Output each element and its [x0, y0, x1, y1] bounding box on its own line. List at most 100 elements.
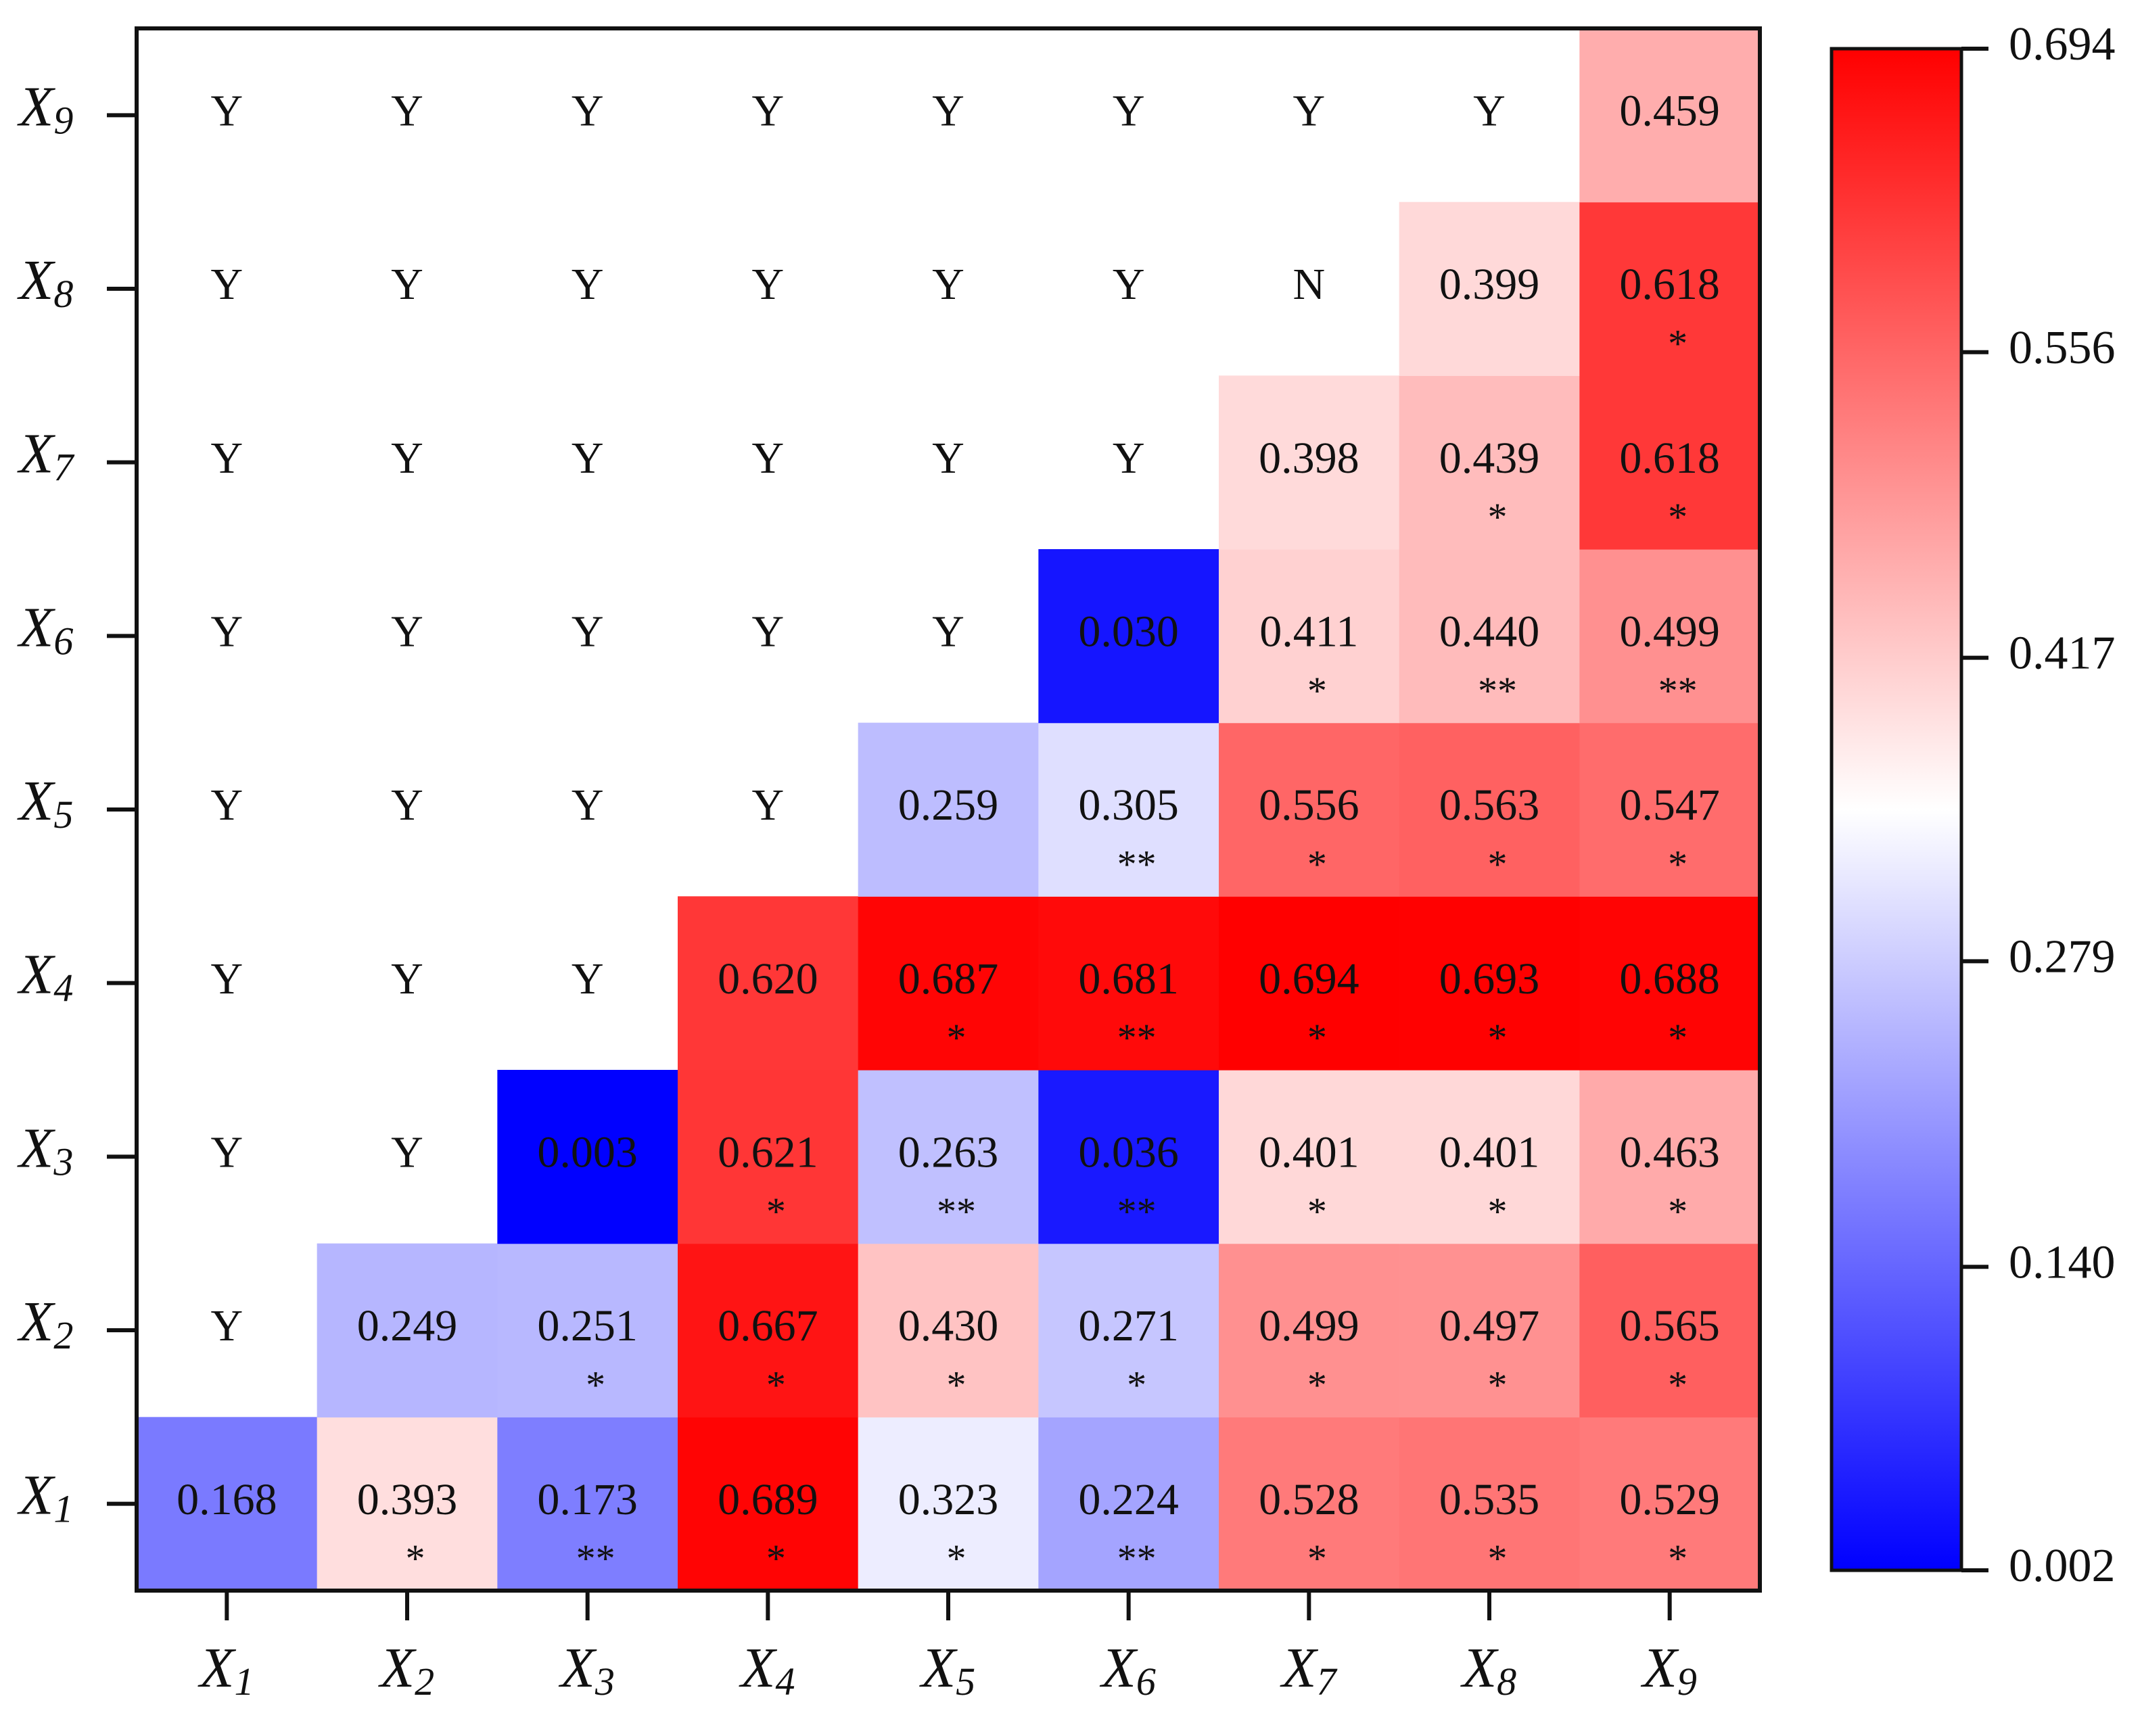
heatmap-cell [317, 1243, 498, 1417]
x-tick-label: X9 [1641, 1637, 1697, 1704]
cell-flag: Y [1293, 86, 1325, 135]
significance-marker: * [1488, 1363, 1508, 1407]
heatmap-cell [1399, 896, 1580, 1071]
significance-marker: * [406, 1536, 425, 1580]
cell-flag: Y [210, 86, 243, 135]
cell-value: 0.556 [1259, 780, 1359, 830]
cell-value: 0.393 [357, 1475, 458, 1524]
heatmap-cell [1219, 549, 1400, 724]
heatmap-cell [317, 1417, 498, 1591]
heatmap-cell [1219, 375, 1400, 550]
x-tick-label: X6 [1100, 1637, 1156, 1704]
colorbar-gradient [1830, 47, 1963, 1572]
cell-value: 0.687 [898, 954, 999, 1004]
cell-flag: Y [210, 260, 243, 309]
cell-flag: N [1293, 260, 1325, 309]
significance-marker: * [1488, 1536, 1508, 1580]
cell-flag: Y [572, 954, 604, 1004]
cell-flag: Y [932, 607, 964, 656]
cell-value: 0.224 [1078, 1475, 1179, 1524]
cell-flag: Y [932, 86, 964, 135]
heatmap-cell [678, 1070, 859, 1244]
cell-value: 0.430 [898, 1301, 999, 1351]
heatmap-cell [1399, 202, 1580, 376]
heatmap-cell [1579, 1070, 1761, 1244]
cell-flag: Y [751, 607, 784, 656]
significance-marker: ** [937, 1190, 976, 1234]
cell-value: 0.694 [1259, 954, 1359, 1004]
heatmap-cell [1579, 375, 1761, 550]
cell-value: 0.399 [1439, 260, 1540, 309]
significance-marker: * [1307, 1190, 1327, 1234]
heatmap-cell [858, 896, 1039, 1071]
heatmap-cell [1038, 1243, 1219, 1417]
colorbar-tick-label: 0.556 [2009, 322, 2116, 374]
cell-value: 0.529 [1619, 1475, 1720, 1524]
significance-marker: * [766, 1190, 786, 1234]
heatmap-cell [678, 896, 859, 1071]
significance-marker: * [1668, 843, 1687, 887]
significance-marker: * [1307, 843, 1327, 887]
heatmap-cell [1579, 1243, 1761, 1417]
heatmap-cell [497, 1417, 678, 1591]
heatmap-cell [1399, 722, 1580, 897]
heatmap-cell [1579, 722, 1761, 897]
cell-flag: Y [391, 954, 423, 1004]
axes: X1 X2 X3 X4 X5 X6 X7 X8 X9 X1 X2 X3 X4 X5 X6 X7 X8 X9 [17, 76, 1697, 1704]
cell-value: 0.463 [1619, 1127, 1720, 1177]
significance-marker: ** [1478, 669, 1517, 713]
y-tick-label: X9 [17, 76, 73, 143]
y-tick-label: X6 [17, 596, 73, 663]
heatmap-cell [858, 722, 1039, 897]
significance-marker: * [947, 1536, 967, 1580]
cell-value: 0.036 [1078, 1127, 1179, 1177]
heatmap-cell [1399, 1417, 1580, 1591]
heatmap-cell [858, 1417, 1039, 1591]
heatmap-cells [137, 28, 1761, 1591]
cell-value: 0.499 [1259, 1301, 1359, 1351]
cell-flag: Y [932, 260, 964, 309]
cell-flag: Y [572, 86, 604, 135]
heatmap-cell [1579, 549, 1761, 724]
cell-value: 0.168 [177, 1475, 277, 1524]
x-tick-label: X4 [739, 1637, 795, 1704]
heatmap-cell [497, 1070, 678, 1244]
cell-value: 0.497 [1439, 1301, 1540, 1351]
heatmap-cell [1579, 1417, 1761, 1591]
cell-value: 0.563 [1439, 780, 1540, 830]
heatmap-cell [1038, 1417, 1219, 1591]
heatmap-cell [858, 1243, 1039, 1417]
cell-flag: Y [572, 433, 604, 483]
cell-value: 0.003 [537, 1127, 638, 1177]
x-tick-label: X7 [1280, 1637, 1337, 1704]
y-tick-label: X8 [17, 249, 73, 316]
significance-marker: * [1668, 495, 1687, 539]
heatmap-cell [1219, 896, 1400, 1071]
heatmap-cell [1579, 202, 1761, 376]
cell-value: 0.259 [898, 780, 999, 830]
cell-flag: Y [932, 433, 964, 483]
y-tick-label: X3 [17, 1117, 73, 1184]
significance-marker: * [947, 1016, 967, 1060]
cell-flag: Y [210, 1301, 243, 1351]
cell-flag: Y [572, 607, 604, 656]
significance-marker: * [1668, 322, 1687, 366]
heatmap-cell [1219, 1070, 1400, 1244]
cell-flag: Y [751, 86, 784, 135]
cell-value: 0.535 [1439, 1475, 1540, 1524]
cell-value: 0.251 [537, 1301, 638, 1351]
heatmap-cell [1579, 28, 1761, 203]
y-tick-label: X7 [17, 423, 74, 490]
heatmap-cell-labels: 0.168 0.393*0.173**0.689*0.323*0.224**0.5… [177, 86, 1720, 1580]
heatmap-cell [678, 1417, 859, 1591]
significance-marker: ** [1117, 1190, 1157, 1234]
heatmap-cell [858, 1070, 1039, 1244]
cell-value: 0.620 [718, 954, 818, 1004]
cell-flag: Y [751, 433, 784, 483]
cell-flag: Y [751, 260, 784, 309]
significance-marker: ** [1117, 1536, 1157, 1580]
cell-value: 0.681 [1078, 954, 1179, 1004]
cell-value: 0.305 [1078, 780, 1179, 830]
cell-value: 0.271 [1078, 1301, 1179, 1351]
